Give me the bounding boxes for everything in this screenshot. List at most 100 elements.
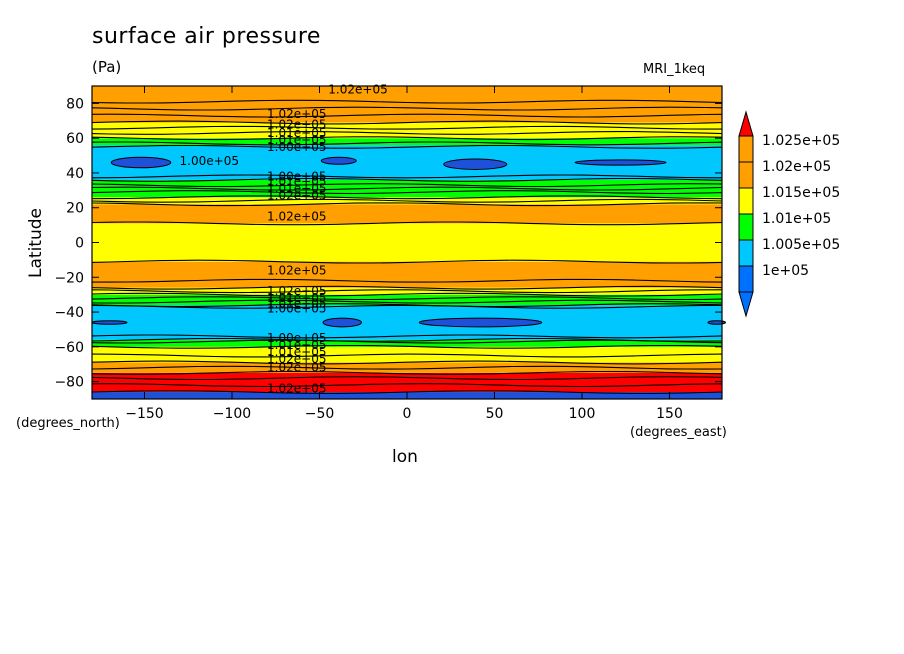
contour-line-21 — [91, 202, 723, 207]
contour-line-28 — [91, 174, 723, 179]
contour-line-35 — [91, 113, 723, 118]
y-tick-label-5: 20 — [66, 201, 84, 217]
contour-label-17: 1.00e+05 — [267, 331, 326, 345]
contour-line-22 — [91, 198, 723, 203]
pressure-band-12 — [92, 179, 722, 198]
contour-label-10: 1.02e+05 — [267, 189, 326, 203]
colorbar-swatch-2 — [738, 187, 754, 215]
colorbar-label-3: 1.015e+05 — [762, 185, 840, 201]
contour-label-7: 1.00e+05 — [267, 169, 326, 183]
contour-label-18: 1.01e+05 — [267, 338, 326, 352]
contour-label-1: 1.02e+05 — [267, 107, 326, 121]
y-axis-units: (degrees_north) — [16, 416, 120, 431]
chart-units: (Pa) — [92, 58, 122, 76]
contour-line-5 — [91, 360, 723, 365]
colorbar-swatch-5 — [738, 265, 754, 293]
y-tick-label-3: −20 — [54, 270, 84, 286]
colorbar-swatch-3 — [738, 213, 754, 241]
contour-label-6: 1.00e+05 — [180, 154, 239, 168]
pressure-band-2 — [92, 362, 722, 373]
contour-line-33 — [91, 125, 722, 130]
contour-line-12 — [91, 303, 723, 308]
low-pressure-cell-0 — [110, 156, 172, 169]
contour-line-13 — [91, 299, 723, 304]
contour-line-24 — [91, 190, 723, 195]
contour-label-22: 1.02e+05 — [267, 382, 326, 396]
pressure-band-3 — [92, 346, 722, 363]
contour-line-11 — [91, 304, 722, 309]
contour-line-10 — [91, 334, 723, 339]
colorbar-label-2: 1.01e+05 — [762, 211, 831, 227]
contour-line-1 — [91, 383, 723, 388]
low-pressure-cell-1 — [320, 156, 357, 165]
contour-line-16 — [91, 289, 722, 294]
colorbar-swatch-4 — [738, 239, 754, 267]
contour-line-37 — [91, 99, 723, 104]
y-tick-label-0: −80 — [54, 375, 84, 391]
contour-label-16: 1.00e+05 — [267, 302, 326, 316]
contour-line-14 — [91, 296, 723, 301]
colorbar-swatch-0 — [738, 135, 754, 163]
contour-line-9 — [91, 337, 723, 342]
x-tick-label-6: 150 — [656, 406, 683, 422]
x-tick-label-4: 50 — [486, 406, 504, 422]
contour-label-15: 1.01e+05 — [267, 296, 326, 310]
contour-line-2 — [91, 376, 723, 381]
x-tick-label-5: 100 — [569, 406, 596, 422]
colorbar-swatch-1 — [738, 161, 754, 189]
contour-label-19: 1.01e+05 — [267, 345, 326, 359]
contour-label-3: 1.01e+05 — [267, 126, 326, 140]
contour-line-17 — [91, 285, 723, 290]
contour-line-3 — [91, 370, 723, 375]
low-pressure-cell-3 — [574, 159, 667, 166]
chart-title: surface air pressure — [92, 24, 321, 49]
contour-label-2: 1.02e+05 — [267, 117, 326, 131]
contour-line-34 — [91, 120, 723, 125]
contour-label-20: 1.02e+05 — [267, 352, 326, 366]
contour-line-32 — [91, 131, 723, 135]
low-pressure-cell-4 — [322, 317, 362, 328]
low-pressure-cell-5 — [418, 317, 543, 328]
pressure-band-7 — [92, 287, 722, 295]
contour-label-11: 1.02e+05 — [267, 209, 326, 223]
contour-label-0: 1.02e+05 — [328, 82, 387, 96]
colorbar-label-1: 1.005e+05 — [762, 237, 840, 253]
contour-line-19 — [91, 259, 723, 264]
contour-label-13: 1.02e+05 — [267, 284, 326, 298]
pressure-band-9 — [92, 223, 722, 262]
pressure-band-4 — [92, 339, 722, 347]
low-pressure-cell-2 — [443, 158, 508, 170]
colorbar-top-arrow — [738, 110, 754, 137]
y-tick-label-2: −40 — [54, 305, 84, 321]
contour-label-9: 1.01e+05 — [267, 182, 326, 196]
pressure-band-14 — [92, 138, 722, 146]
y-tick-label-1: −60 — [54, 340, 84, 356]
low-pressure-cell-6 — [91, 320, 128, 325]
model-name: MRI_1keq — [643, 62, 706, 77]
colorbar-bottom-arrow — [738, 291, 754, 318]
contour-line-23 — [91, 195, 723, 200]
contour-label-12: 1.02e+05 — [267, 263, 326, 277]
pressure-band-10 — [92, 204, 722, 224]
contour-line-30 — [91, 141, 723, 146]
pressure-band-8 — [92, 261, 722, 288]
low-pressure-cell-7 — [707, 320, 726, 325]
y-tick-label-6: 40 — [66, 166, 84, 182]
x-tick-label-3: 0 — [403, 406, 412, 422]
contour-label-21: 1.02e+05 — [267, 361, 326, 375]
x-tick-label-0: −150 — [125, 406, 163, 422]
x-tick-label-2: −50 — [305, 406, 335, 422]
contour-line-15 — [91, 292, 723, 297]
x-axis-units: (degrees_east) — [630, 425, 727, 440]
y-tick-label-7: 60 — [66, 131, 84, 147]
contour-label-5: 1.00e+05 — [267, 140, 326, 154]
y-tick-label-8: 80 — [66, 96, 84, 112]
contour-line-6 — [91, 353, 723, 358]
contour-line-29 — [91, 144, 723, 149]
contour-line-27 — [91, 177, 723, 182]
colorbar-label-0: 1e+05 — [762, 263, 809, 279]
pressure-band-1 — [92, 372, 722, 393]
pressure-band-15 — [92, 122, 722, 139]
contour-line-4 — [91, 365, 723, 370]
